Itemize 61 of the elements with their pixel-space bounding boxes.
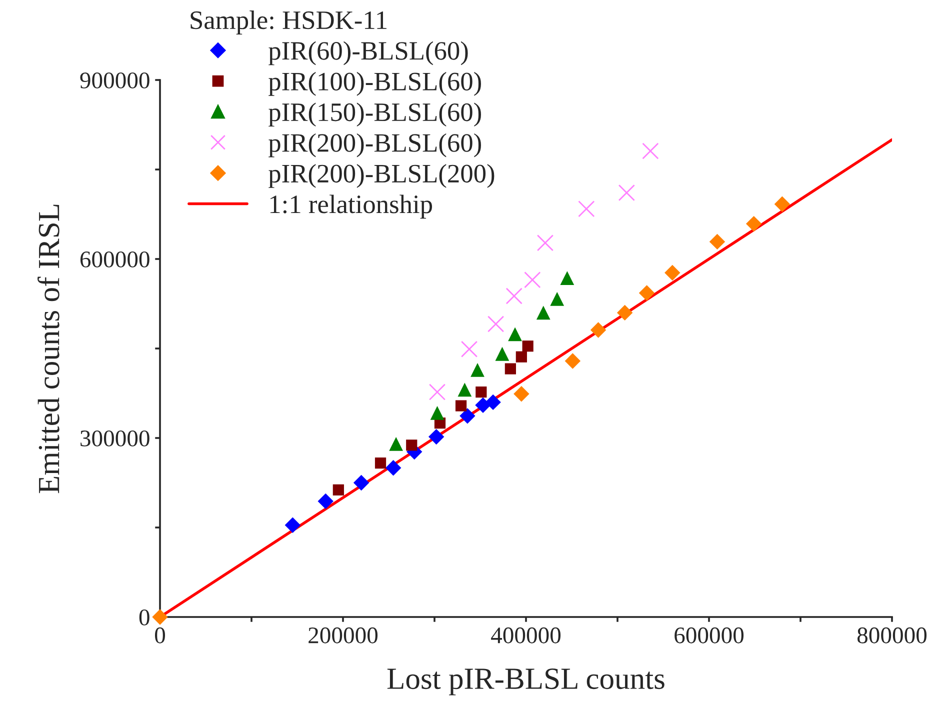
point — [284, 517, 301, 533]
point — [495, 346, 510, 361]
point — [746, 216, 762, 232]
point — [516, 351, 527, 362]
point — [476, 386, 487, 398]
x-axis-title: Lost pIR-BLSL counts — [387, 668, 664, 696]
point — [578, 200, 595, 218]
legend-label: pIR(200)-BLSL(60) — [268, 133, 481, 158]
point — [460, 340, 478, 358]
point — [430, 406, 444, 420]
point — [428, 428, 444, 445]
point — [638, 285, 655, 301]
legend-label: pIR(200)-BLSL(200) — [268, 164, 494, 188]
point — [485, 394, 501, 410]
point — [460, 408, 476, 424]
y-tick-label: 300000 — [80, 430, 150, 446]
point — [487, 316, 504, 332]
point — [389, 437, 404, 451]
y-tick-label: 600000 — [80, 251, 150, 268]
x-tick-label: 800000 — [857, 627, 927, 644]
point — [385, 460, 402, 476]
point — [504, 363, 516, 374]
legend-label: 1:1 relationship — [270, 194, 432, 219]
point — [536, 306, 550, 320]
point — [455, 400, 467, 412]
point — [550, 292, 564, 306]
point — [524, 272, 541, 288]
x-tick-label: 0 — [154, 627, 166, 644]
legend-title: Sample: HSDK-11 — [190, 10, 386, 34]
point — [616, 304, 633, 321]
point — [522, 340, 534, 352]
point — [458, 382, 472, 397]
point — [332, 484, 344, 496]
point — [536, 234, 554, 252]
point — [642, 142, 659, 160]
point — [152, 609, 168, 625]
point — [406, 440, 418, 451]
x-tick-label: 600000 — [674, 627, 744, 644]
point — [560, 271, 574, 286]
point — [374, 458, 386, 469]
point — [514, 386, 530, 402]
legend-label: pIR(150)-BLSL(60) — [268, 102, 481, 127]
point — [318, 493, 334, 510]
x-tick-label: 400000 — [491, 627, 561, 644]
y-tick-label: 0 — [139, 609, 150, 626]
point — [618, 184, 635, 202]
point — [428, 384, 446, 400]
point — [709, 234, 726, 250]
point — [470, 363, 484, 377]
point — [564, 353, 581, 369]
point — [353, 474, 370, 491]
y-tick-label: 900000 — [80, 72, 150, 88]
point — [664, 264, 680, 281]
point — [508, 327, 522, 342]
point — [506, 288, 522, 304]
y-axis-title: Emitted counts of IRSL — [38, 204, 60, 494]
point — [774, 196, 790, 212]
legend-label: pIR(60)-BLSL(60) — [268, 41, 468, 66]
legend-label: pIR(100)-BLSL(60) — [268, 72, 481, 96]
point — [590, 322, 606, 338]
x-tick-label: 200000 — [308, 627, 378, 644]
